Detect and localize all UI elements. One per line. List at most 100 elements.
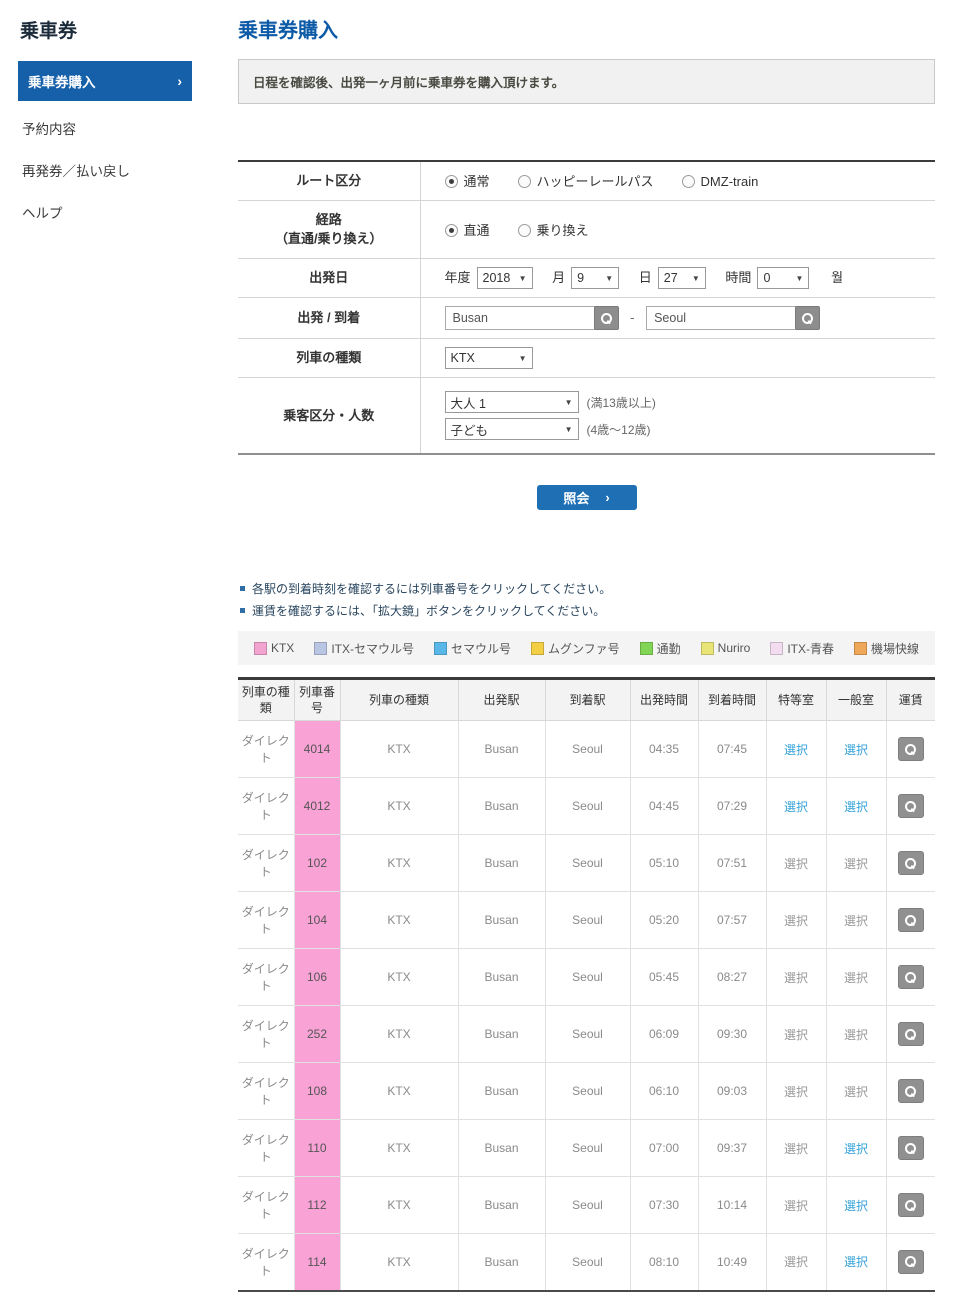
first-class-select-link[interactable]: 選択 — [765, 1062, 827, 1121]
arrival-time-cell: 07:57 — [697, 891, 767, 950]
adult-count-select[interactable]: 大人 1 ▼ — [444, 391, 579, 414]
radio-option[interactable]: 通常 — [444, 174, 490, 189]
arrival-time-cell: 09:03 — [697, 1062, 767, 1121]
sidebar-item-label: ヘルプ — [22, 206, 63, 221]
legend-label: ITX-青春 — [787, 641, 834, 656]
train-number-link[interactable]: 252 — [293, 1005, 341, 1064]
economy-select-link[interactable]: 選択 — [825, 1176, 887, 1235]
arrival-station-search-button[interactable] — [795, 306, 821, 331]
first-class-select-link[interactable]: 選択 — [765, 1119, 827, 1178]
economy-select-link[interactable]: 選択 — [825, 834, 887, 893]
legend-item: KTX — [253, 641, 294, 655]
child-count-select[interactable]: 子ども ▼ — [444, 418, 579, 441]
fare-magnifier-button[interactable] — [897, 1249, 924, 1274]
arrival-time-cell: 08:27 — [697, 948, 767, 1007]
magnifier-icon — [905, 971, 917, 983]
passengers-row: 乗客区分・人数 大人 1 ▼ (満13歳以上) 子ども ▼ (4歳～12歳) — [238, 377, 935, 455]
year-select[interactable]: 2018 ▼ — [476, 267, 533, 290]
fare-magnifier-button[interactable] — [897, 908, 924, 933]
train-number-link[interactable]: 108 — [293, 1062, 341, 1121]
first-class-select-link[interactable]: 選択 — [765, 720, 827, 779]
sidebar-item[interactable]: 乗車券購入 › — [18, 61, 192, 101]
fare-magnifier-button[interactable] — [897, 1079, 924, 1104]
fare-magnifier-button[interactable] — [897, 851, 924, 876]
departure-station-input[interactable] — [444, 306, 595, 331]
chevron-down-icon: ▼ — [691, 273, 700, 283]
economy-select-link[interactable]: 選択 — [825, 1062, 887, 1121]
first-class-select-link[interactable]: 選択 — [765, 1176, 827, 1235]
passengers-label: 乗客区分・人数 — [283, 407, 375, 423]
train-number-link[interactable]: 106 — [293, 948, 341, 1007]
departure-time-cell: 07:00 — [629, 1119, 699, 1178]
fare-magnifier-button[interactable] — [897, 1136, 924, 1161]
economy-select-link[interactable]: 選択 — [825, 1005, 887, 1064]
train-number-link[interactable]: 112 — [293, 1176, 341, 1235]
passengers-fields: 大人 1 ▼ (満13歳以上) 子ども ▼ (4歳～12歳) — [419, 377, 935, 455]
radio-option[interactable]: 乗り換え — [517, 223, 589, 238]
child-count-value: 子ども — [450, 423, 489, 438]
path-type-label-line2: （直通/乗り換え） — [274, 231, 383, 246]
radio-option[interactable]: 直通 — [444, 223, 490, 238]
fare-magnifier-button[interactable] — [897, 1193, 924, 1218]
fare-magnifier-button[interactable] — [897, 1022, 924, 1047]
train-number-link[interactable]: 4014 — [293, 720, 341, 779]
stations-label: 出発 / 到着 — [238, 297, 420, 340]
magnifier-icon — [802, 312, 814, 324]
month-select[interactable]: 9 ▼ — [571, 267, 620, 290]
first-class-select-link[interactable]: 選択 — [765, 777, 827, 836]
train-number-link[interactable]: 4012 — [293, 777, 341, 836]
train-type-legend: KTX ITX-セマウル号 セマウル号 ムグンファ号 通勤 Nuriro ITX-青春 機場快… — [238, 631, 935, 666]
departure-station-cell: Busan — [457, 1005, 546, 1064]
first-class-select-link[interactable]: 選択 — [765, 891, 827, 950]
economy-select-link[interactable]: 選択 — [825, 1233, 887, 1292]
economy-select-link[interactable]: 選択 — [825, 948, 887, 1007]
first-class-select-link[interactable]: 選択 — [765, 1233, 827, 1292]
economy-select-link[interactable]: 選択 — [825, 777, 887, 836]
arrival-station-input[interactable] — [646, 306, 797, 331]
radio-option[interactable]: DMZ-train — [681, 174, 758, 189]
departure-date-label: 出発日 — [238, 258, 420, 299]
fare-magnifier-button[interactable] — [897, 794, 924, 819]
first-class-select-link[interactable]: 選択 — [765, 834, 827, 893]
departure-time-cell: 06:10 — [629, 1062, 699, 1121]
radio-icon — [517, 175, 531, 189]
legend-label: ITX-セマウル号 — [331, 641, 414, 656]
train-row: ダイレクト 108 KTX Busan Seoul 06:10 09:03 選択 選択 — [238, 1062, 935, 1121]
sidebar-item[interactable]: 再発券／払い戻し — [18, 149, 192, 191]
timetable-header-cell: 出発駅 — [457, 678, 546, 722]
train-number-link[interactable]: 110 — [293, 1119, 341, 1178]
day-select[interactable]: 27 ▼ — [657, 267, 706, 290]
departure-station-search-button[interactable] — [593, 306, 619, 331]
first-class-select-link[interactable]: 選択 — [765, 948, 827, 1007]
train-number-link[interactable]: 104 — [293, 891, 341, 950]
arrival-station-cell: Seoul — [544, 1233, 631, 1292]
legend-color-swatch — [531, 641, 544, 655]
departure-time-cell: 07:30 — [629, 1176, 699, 1235]
economy-select-link[interactable]: 選択 — [825, 720, 887, 779]
first-class-select-link[interactable]: 選択 — [765, 1005, 827, 1064]
fare-magnifier-button[interactable] — [897, 965, 924, 990]
train-category-cell: ダイレクト — [238, 777, 295, 836]
economy-select-link[interactable]: 選択 — [825, 891, 887, 950]
magnifier-icon — [905, 800, 917, 812]
timetable-header-cell: 列車の種類 — [238, 678, 295, 722]
sidebar-title: 乗車券 — [20, 21, 78, 42]
sidebar-item[interactable]: 予約内容 — [18, 107, 192, 149]
departure-station-cell: Busan — [457, 891, 546, 950]
arrival-time-cell: 09:37 — [697, 1119, 767, 1178]
train-number-link[interactable]: 114 — [293, 1233, 341, 1292]
radio-option[interactable]: ハッピーレールパス — [517, 174, 654, 189]
legend-label: 通勤 — [656, 641, 681, 656]
hour-select[interactable]: 0 ▼ — [757, 267, 810, 290]
fare-magnifier-button[interactable] — [897, 737, 924, 762]
train-row: ダイレクト 112 KTX Busan Seoul 07:30 10:14 選択 選択 — [238, 1176, 935, 1235]
train-number-link[interactable]: 102 — [293, 834, 341, 893]
sidebar-item[interactable]: ヘルプ — [18, 191, 192, 233]
hour-value: 0 — [763, 271, 771, 286]
economy-select-link[interactable]: 選択 — [825, 1119, 887, 1178]
search-button[interactable]: 照会 › — [536, 485, 637, 511]
train-type-select[interactable]: KTX ▼ — [444, 347, 533, 370]
train-type-cell: KTX — [339, 891, 459, 950]
bullet-icon — [240, 586, 245, 592]
note-line: 運賃を確認するには、「拡大鏡」ボタンをクリックしてください。 — [238, 602, 935, 619]
